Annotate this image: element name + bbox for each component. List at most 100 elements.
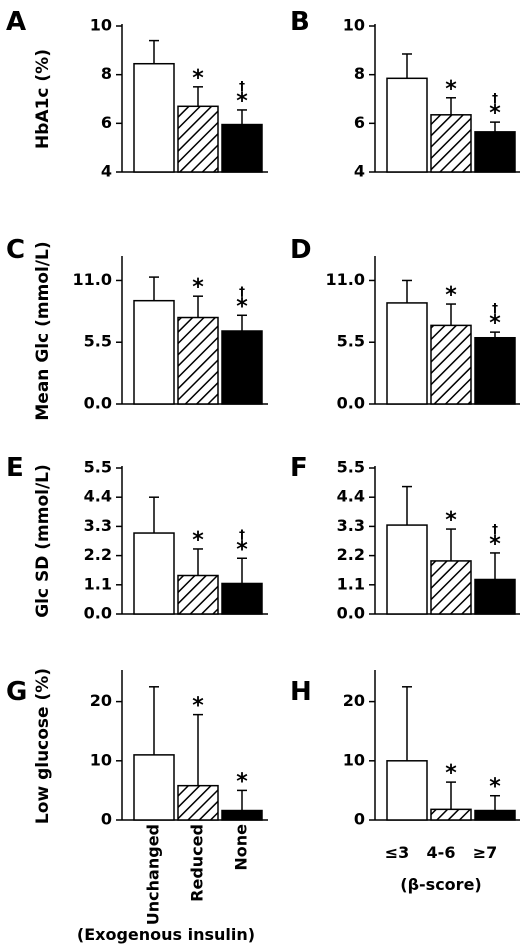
y-axis-label-g: Low glucose (%)	[33, 668, 53, 824]
y-tick-label-d-1: 5.5	[337, 332, 365, 351]
panel-letter-c: C	[6, 235, 25, 265]
significance-star-h-2: *	[445, 761, 457, 786]
y-tick-label-f-5: 5.5	[337, 458, 365, 477]
x-group-label-left: (Exogenous insulin)	[77, 925, 255, 944]
bar-a-3	[221, 123, 263, 173]
bar-d-3	[474, 336, 516, 405]
y-tick-label-c-0: 0.0	[84, 394, 112, 413]
y-tick-label-e-3: 3.3	[84, 516, 112, 535]
bar-e-2	[177, 574, 219, 615]
bar-a-1	[133, 62, 175, 173]
significance-star-a-2: *	[192, 66, 204, 91]
significance-star-c-3: *	[236, 294, 248, 319]
bar-c-1	[133, 299, 175, 405]
y-tick-label-c-2: 11.0	[73, 270, 112, 289]
y-tick-label-a-0: 4	[101, 162, 112, 181]
significance-dagger-d-3: †	[492, 301, 498, 315]
y-axis-label-e: Glc SD (mmol/L)	[33, 464, 53, 618]
panel-letter-a: A	[6, 7, 26, 37]
significance-star-d-3: *	[489, 311, 501, 336]
y-tick-label-e-4: 4.4	[84, 487, 112, 506]
panel-f: F0.01.12.23.34.45.5**†	[290, 453, 520, 623]
bar-h-1	[386, 760, 428, 821]
panel-d: D0.05.511.0**†	[290, 235, 520, 413]
significance-dagger-c-3: †	[239, 284, 245, 298]
bar-d-2	[430, 324, 472, 405]
significance-star-g-3: *	[236, 769, 248, 794]
y-tick-label-e-2: 2.2	[84, 545, 112, 564]
bar-f-2	[430, 560, 472, 615]
y-tick-label-a-1: 6	[101, 113, 112, 132]
bar-e-3	[221, 582, 263, 615]
x-group-label-right: (β-score)	[400, 875, 481, 894]
y-tick-label-f-1: 1.1	[337, 574, 365, 593]
y-tick-label-f-3: 3.3	[337, 516, 365, 535]
bar-c-2	[177, 316, 219, 405]
x-category-left-1: Unchanged	[144, 824, 163, 925]
panel-g: G Low glucose (%) 0 10 20 * *	[6, 668, 268, 829]
y-tick-label-c-1: 5.5	[84, 332, 112, 351]
significance-star-b-2: *	[445, 77, 457, 102]
y-tick-label-b-2: 8	[354, 64, 365, 83]
significance-star-b-3: *	[489, 101, 501, 126]
y-tick-label-g-2: 20	[90, 691, 112, 710]
significance-dagger-e-3: †	[239, 527, 245, 541]
bar-f-1	[386, 524, 428, 615]
panel-letter-g: G	[6, 677, 27, 707]
y-tick-label-h-1: 10	[343, 750, 365, 769]
bar-b-2	[430, 114, 472, 173]
panel-e: E Glc SD (mmol/L) 0.01.12.23.34.45.5* *†	[6, 453, 268, 623]
bar-c-3	[221, 330, 263, 405]
y-tick-label-d-2: 11.0	[326, 270, 365, 289]
panel-letter-h: H	[290, 677, 312, 707]
x-category-left-2: Reduced	[188, 824, 207, 902]
significance-star-c-2: *	[192, 275, 204, 300]
bar-h-3	[474, 809, 516, 821]
y-tick-label-b-0: 4	[354, 162, 365, 181]
significance-dagger-a-3: †	[239, 79, 245, 93]
y-tick-label-h-2: 20	[343, 691, 365, 710]
y-tick-label-a-3: 10	[90, 16, 112, 35]
significance-dagger-b-3: †	[492, 91, 498, 105]
significance-star-e-3: *	[236, 537, 248, 562]
y-tick-label-b-3: 10	[343, 16, 365, 35]
x-category-right-3: ≥7	[473, 843, 498, 862]
bar-g-1	[133, 754, 175, 821]
significance-star-d-2: *	[445, 283, 457, 308]
bar-d-1	[386, 302, 428, 405]
panel-c: C Mean Glc (mmol/L) 0.05.511.0 **†	[6, 235, 268, 421]
y-tick-label-h-0: 0	[354, 810, 365, 829]
panel-letter-f: F	[290, 453, 308, 483]
y-tick-label-f-2: 2.2	[337, 545, 365, 564]
y-tick-label-f-4: 4.4	[337, 487, 365, 506]
panel-letter-e: E	[6, 453, 24, 483]
y-tick-label-e-5: 5.5	[84, 458, 112, 477]
significance-star-f-3: *	[489, 532, 501, 557]
panel-h: H 0 10 20 * *	[290, 670, 520, 829]
y-axis-label-a: HbA1c (%)	[33, 49, 53, 149]
y-tick-label-g-1: 10	[90, 750, 112, 769]
bar-a-2	[177, 105, 219, 173]
bar-e-1	[133, 532, 175, 615]
bar-g-3	[221, 809, 263, 821]
x-category-right-2: 4-6	[427, 843, 456, 862]
bar-g-2	[177, 784, 219, 821]
panel-letter-b: B	[290, 7, 310, 37]
bar-b-3	[474, 131, 516, 173]
x-axis-labels: Unchanged Reduced None (Exogenous insuli…	[77, 824, 497, 944]
y-tick-label-e-0: 0.0	[84, 604, 112, 623]
y-tick-label-g-0: 0	[101, 810, 112, 829]
significance-star-a-3: *	[236, 89, 248, 114]
bar-b-1	[386, 77, 428, 173]
panel-letter-d: D	[290, 235, 312, 265]
y-tick-label-d-0: 0.0	[337, 394, 365, 413]
y-tick-label-b-1: 6	[354, 113, 365, 132]
bar-f-3	[474, 578, 516, 615]
y-tick-label-f-0: 0.0	[337, 604, 365, 623]
significance-star-e-2: *	[192, 528, 204, 553]
significance-star-f-2: *	[445, 508, 457, 533]
significance-dagger-f-3: †	[492, 522, 498, 536]
